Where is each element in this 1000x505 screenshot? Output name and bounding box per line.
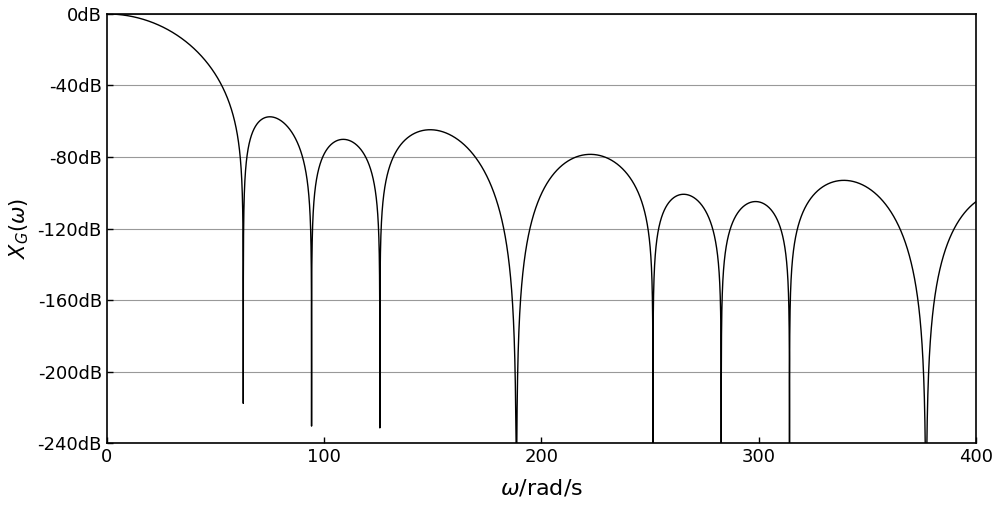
Y-axis label: $X_G(\omega)$: $X_G(\omega)$ [7, 198, 31, 259]
X-axis label: $\omega$/rad/s: $\omega$/rad/s [500, 477, 583, 498]
